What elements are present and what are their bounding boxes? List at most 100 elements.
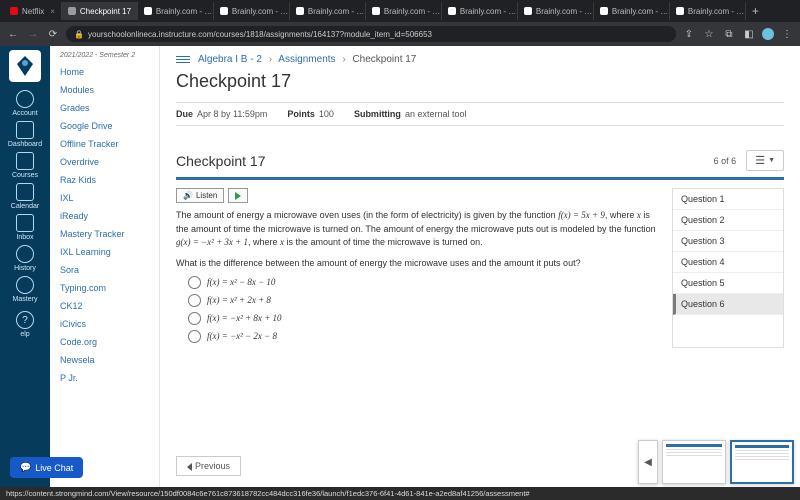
tab-label: Netflix [22,7,44,16]
tab-favicon [600,7,608,15]
rail-label: Account [12,110,37,117]
course-nav-link[interactable]: Grades [60,99,149,117]
thumbnail-2[interactable] [730,440,794,484]
browser-tab-bar: Netflix×Checkpoint 17×Brainly.com - …×Br… [0,0,800,22]
course-nav-link[interactable]: IXL [60,189,149,207]
courses-icon [16,152,34,170]
forward-button[interactable]: → [26,29,40,40]
rail-item-inbox[interactable]: Inbox [8,214,42,241]
rail-item-history[interactable]: History [8,245,42,272]
answer-option[interactable]: f(x) = −x² + 8x + 10 [188,312,664,325]
answer-radio[interactable] [188,330,201,343]
close-icon[interactable]: × [50,7,55,16]
chat-icon: 💬 [20,462,31,473]
view-options-button[interactable]: ☰▼ [746,150,784,171]
mastery-icon [16,276,34,294]
answer-radio[interactable] [188,312,201,325]
browser-tab[interactable]: Netflix × [4,2,62,20]
browser-tab[interactable]: Brainly.com - …× [290,2,366,20]
tab-label: Brainly.com - … [612,7,668,16]
rail-item-dashboard[interactable]: Dashboard [8,121,42,148]
crumb-course[interactable]: Algebra I B - 2 [198,54,262,65]
assessment-title: Checkpoint 17 [176,153,266,169]
tab-favicon [676,7,684,15]
play-button[interactable] [228,188,248,203]
reload-button[interactable]: ⟳ [46,29,60,40]
question-nav-item[interactable]: Question 1 [673,189,783,210]
thumbnail-1[interactable] [662,440,726,484]
answer-option[interactable]: f(x) = x² − 8x − 10 [188,276,664,289]
extensions-icon[interactable]: ⧉ [722,29,736,40]
course-nav-link[interactable]: Newsela [60,351,149,369]
course-nav-link[interactable]: IXL Learning [60,243,149,261]
browser-tab[interactable]: Brainly.com - …× [138,2,214,20]
help-button[interactable]: ? elp [16,311,34,338]
course-nav-link[interactable]: Sora [60,261,149,279]
question-nav-item[interactable]: Question 6 [673,294,783,315]
browser-tab[interactable]: Brainly.com - …× [594,2,670,20]
status-bar: https://content.strongmind.com/View/reso… [0,487,800,500]
tab-favicon [220,7,228,15]
course-nav-link[interactable]: Raz Kids [60,171,149,189]
due-label: Due [176,109,193,119]
profile-avatar[interactable] [762,28,774,40]
browser-tab[interactable]: Checkpoint 17× [62,2,138,20]
progress-text: 6 of 6 [714,156,737,166]
rail-label: Inbox [16,234,33,241]
chevron-icon: › [342,54,345,65]
question-nav-item[interactable]: Question 3 [673,231,783,252]
main-content: Algebra I B - 2 › Assignments › Checkpoi… [160,46,800,490]
course-nav-link[interactable]: Offline Tracker [60,135,149,153]
question-nav-item[interactable]: Question 4 [673,252,783,273]
url-text: yourschoolonlineca.instructure.com/cours… [88,30,432,39]
question-nav-item[interactable]: Question 2 [673,210,783,231]
rail-item-courses[interactable]: Courses [8,152,42,179]
course-nav-link[interactable]: CK12 [60,297,149,315]
menu-icon[interactable]: ⋮ [780,29,794,40]
course-nav-link[interactable]: Mastery Tracker [60,225,149,243]
course-nav-link[interactable]: P Jr. [60,369,149,387]
tab-label: Brainly.com - … [536,7,592,16]
answer-option[interactable]: f(x) = −x² − 2x − 8 [188,330,664,343]
course-nav-link[interactable]: Overdrive [60,153,149,171]
hamburger-icon[interactable] [176,56,190,63]
answer-radio[interactable] [188,276,201,289]
browser-tab[interactable]: Brainly.com - …× [366,2,442,20]
rail-item-calendar[interactable]: Calendar [8,183,42,210]
listen-button[interactable]: 🔊Listen [176,188,224,203]
new-tab-button[interactable]: + [746,4,765,18]
star-icon[interactable]: ☆ [702,29,716,40]
browser-tab[interactable]: Brainly.com - …× [670,2,746,20]
rail-item-mastery[interactable]: Mastery [8,276,42,303]
school-logo[interactable] [9,50,41,82]
inbox-icon [16,214,34,232]
rail-item-account[interactable]: Account [8,90,42,117]
browser-tab[interactable]: Brainly.com - …× [442,2,518,20]
question-nav-item[interactable]: Question 5 [673,273,783,294]
tab-label: Brainly.com - … [156,7,212,16]
live-chat-button[interactable]: 💬 Live Chat [10,457,83,478]
rail-label: Dashboard [8,141,42,148]
crumb-section[interactable]: Assignments [278,54,335,65]
page-thumbnails: ◀ [638,440,794,484]
thumb-prev-button[interactable]: ◀ [638,440,658,484]
previous-button[interactable]: Previous [176,456,241,476]
answer-radio[interactable] [188,294,201,307]
rail-label: Mastery [13,296,38,303]
course-nav-link[interactable]: Modules [60,81,149,99]
course-nav-link[interactable]: Google Drive [60,117,149,135]
tab-favicon [372,7,380,15]
course-nav-link[interactable]: iReady [60,207,149,225]
panel-icon[interactable]: ◧ [742,29,756,40]
chevron-icon: › [269,54,272,65]
answer-option[interactable]: f(x) = x² + 2x + 8 [188,294,664,307]
course-nav-link[interactable]: Typing.com [60,279,149,297]
back-button[interactable]: ← [6,29,20,40]
share-icon[interactable]: ⇪ [682,29,696,40]
browser-tab[interactable]: Brainly.com - …× [518,2,594,20]
url-bar[interactable]: 🔒 yourschoolonlineca.instructure.com/cou… [66,26,676,42]
course-nav-link[interactable]: Code.org [60,333,149,351]
course-nav-link[interactable]: iCivics [60,315,149,333]
course-nav-link[interactable]: Home [60,63,149,81]
browser-tab[interactable]: Brainly.com - …× [214,2,290,20]
